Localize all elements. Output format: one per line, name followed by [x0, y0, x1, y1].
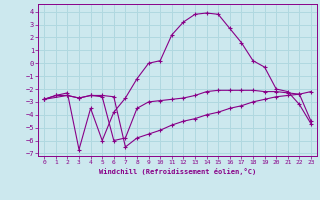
X-axis label: Windchill (Refroidissement éolien,°C): Windchill (Refroidissement éolien,°C) — [99, 168, 256, 175]
